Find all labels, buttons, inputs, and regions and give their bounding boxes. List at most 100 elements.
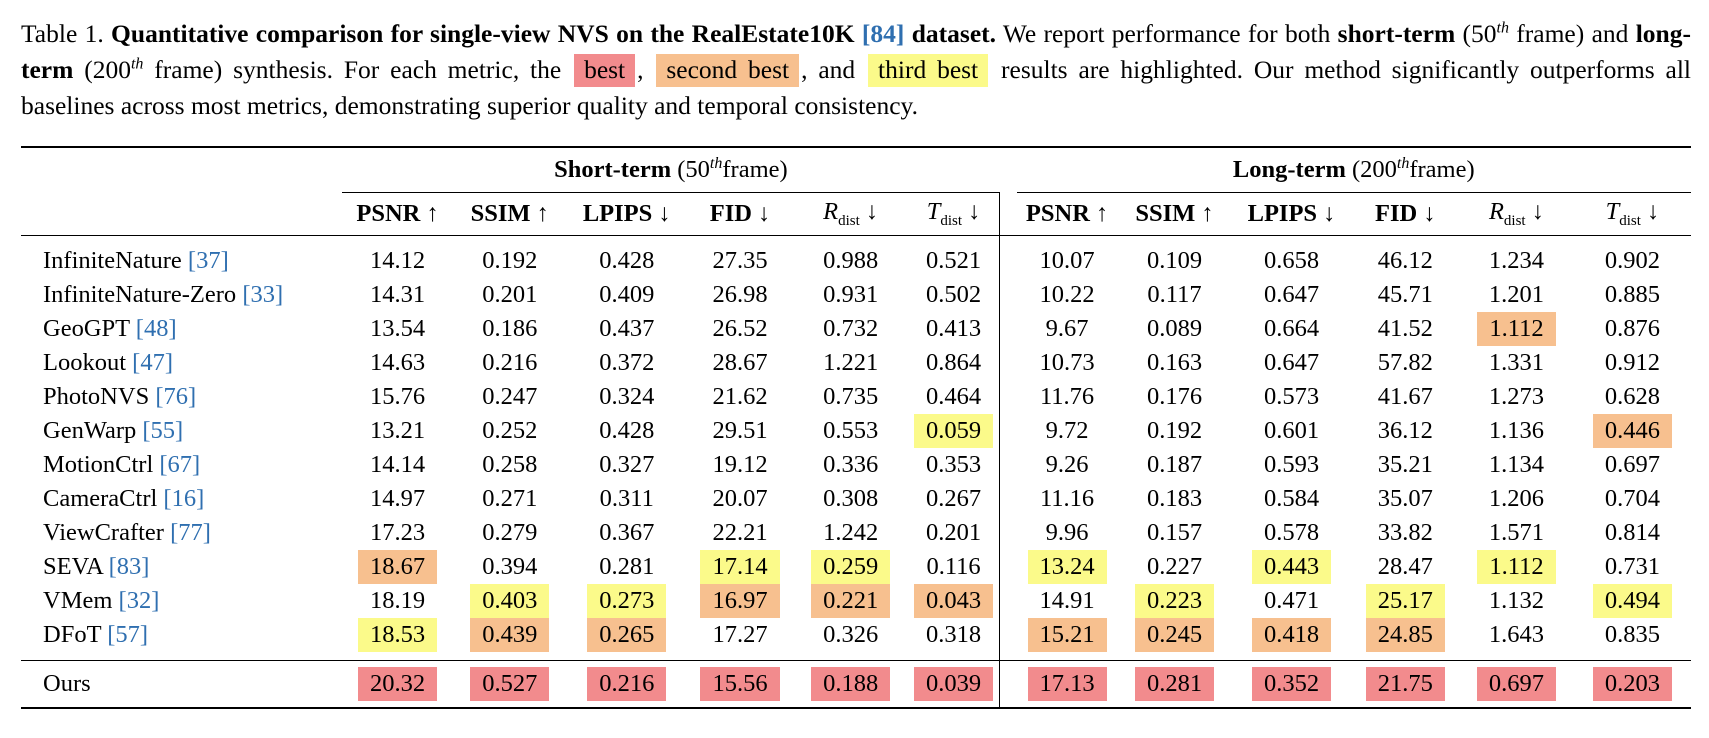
method-name: MotionCtrl [67] <box>43 451 201 478</box>
metric-cell: 0.931 <box>823 281 879 308</box>
citation-link[interactable]: [77] <box>170 519 211 546</box>
metric-cell: 0.308 <box>823 485 879 512</box>
metric-cell: 0.188 <box>793 660 909 709</box>
metric-cell: 16.97 <box>687 584 793 618</box>
group-long-term: Long-term (200thframe) <box>1016 148 1691 193</box>
metric-cell: 0.864 <box>908 346 1001 380</box>
metric-cell: 0.876 <box>1604 315 1661 342</box>
citation-link[interactable]: [37] <box>187 247 229 274</box>
metric-cell: 29.51 <box>712 417 768 444</box>
legend-best: best <box>574 54 636 87</box>
metric-cell: 1.643 <box>1488 621 1545 648</box>
metric-cell: 1.234 <box>1488 247 1545 274</box>
metric-cell: 0.814 <box>1604 519 1661 546</box>
metric-cell: 0.336 <box>823 451 879 478</box>
metric-cell: 9.26 <box>1045 451 1089 478</box>
metric-cell: 33.82 <box>1377 519 1433 546</box>
metric-cell: 0.116 <box>908 550 1001 584</box>
table-row: SEVA [83] 18.67 0.394 0.281 17.14 0.259 0.116 1… <box>21 550 1691 584</box>
metric-cell: 0.647 <box>1263 281 1320 308</box>
metric-cell: 1.273 <box>1488 383 1545 410</box>
citation-link[interactable]: [48] <box>135 315 177 342</box>
metric-cell: 0.437 <box>599 315 655 342</box>
caption-text-1: We report performance for both <box>1002 19 1331 48</box>
citation-link[interactable]: [57] <box>107 621 149 648</box>
metric-cell: 0.089 <box>1146 315 1203 342</box>
metric-cell: 0.258 <box>482 451 538 478</box>
caption-label: Table 1. <box>21 19 104 48</box>
metric-cell: 0.446 <box>1574 414 1691 448</box>
metric-cell: 0.176 <box>1146 383 1203 410</box>
method-name: ViewCrafter [77] <box>43 519 211 546</box>
citation-link[interactable]: [16] <box>163 485 205 512</box>
header-short-1: SSIM ↑ <box>452 192 567 236</box>
metric-cell: 0.697 <box>1459 660 1574 709</box>
method-name: GeoGPT [48] <box>43 315 177 342</box>
metric-cell: 17.14 <box>687 550 793 584</box>
metric-cell: 0.704 <box>1604 485 1661 512</box>
metric-cell: 0.912 <box>1604 349 1661 376</box>
metric-cell: 14.63 <box>369 349 426 376</box>
metric-cell: 1.242 <box>823 519 879 546</box>
metric-cell: 0.216 <box>482 349 538 376</box>
citation-link[interactable]: [67] <box>159 451 201 478</box>
metric-cell: 1.206 <box>1488 485 1545 512</box>
metric-cell: 0.203 <box>1573 660 1691 709</box>
metric-cell: 9.72 <box>1045 417 1089 444</box>
metric-cell: 0.265 <box>567 618 687 661</box>
group-short-term: Short-term (50thframe) <box>342 148 1000 193</box>
header-long-2: LPIPS ↓ <box>1231 192 1352 236</box>
metric-cell: 0.494 <box>1574 584 1691 618</box>
metric-cell: 9.96 <box>1045 519 1089 546</box>
metric-cell: 0.428 <box>599 417 655 444</box>
citation-link[interactable]: [33] <box>242 281 284 308</box>
metric-cell: 0.647 <box>1263 349 1320 376</box>
metric-cell: 0.043 <box>908 584 1001 618</box>
metric-cell: 22.21 <box>712 519 768 546</box>
metric-cell: 0.245 <box>1118 618 1232 661</box>
caption-ref-link[interactable]: [84] <box>861 19 905 48</box>
metric-cell: 35.21 <box>1377 451 1433 478</box>
metric-cell: 0.553 <box>823 417 879 444</box>
metric-cell: 1.136 <box>1488 417 1545 444</box>
column-header-row: PSNR ↑ SSIM ↑ LPIPS ↓ FID ↓ Rdist ↓ Tdist ↓ PS… <box>21 192 1691 236</box>
header-method <box>21 192 343 236</box>
metric-cell: 0.157 <box>1146 519 1203 546</box>
citation-link[interactable]: [32] <box>118 587 160 614</box>
method-name: CameraCtrl [16] <box>43 485 205 512</box>
metric-cell: 0.279 <box>482 519 538 546</box>
metric-cell: 1.134 <box>1488 451 1545 478</box>
header-long-3: FID ↓ <box>1351 192 1460 236</box>
caption-long-frame: (200 <box>84 55 131 84</box>
metric-cell: 10.73 <box>1039 349 1095 376</box>
caption-comma: , <box>637 55 644 84</box>
citation-link[interactable]: [76] <box>155 383 197 410</box>
metric-cell: 20.07 <box>712 485 768 512</box>
metric-cell: 0.216 <box>566 660 687 709</box>
table-row: InfiniteNature [37] 14.12 0.192 0.428 27.35 0… <box>21 235 1691 278</box>
legend-second-best: second best <box>656 54 800 87</box>
method-name: InfiniteNature-Zero [33] <box>43 281 284 308</box>
metric-cell: 0.352 <box>1231 660 1352 709</box>
metric-cell: 0.988 <box>823 247 879 274</box>
metric-cell: 11.16 <box>1039 485 1095 512</box>
metric-cell: 1.112 <box>1459 312 1574 346</box>
header-short-2: LPIPS ↓ <box>566 192 687 236</box>
table-row: ViewCrafter [77] 17.23 0.279 0.367 22.21 1.24… <box>21 516 1691 550</box>
metric-cell: 41.67 <box>1377 383 1433 410</box>
metric-cell: 0.318 <box>908 618 1001 661</box>
metric-cell: 0.428 <box>599 247 655 274</box>
metric-cell: 0.443 <box>1231 550 1351 584</box>
metric-cell: 0.223 <box>1118 584 1232 618</box>
table-row: CameraCtrl [16] 14.97 0.271 0.311 20.07 0.308… <box>21 482 1691 516</box>
table-row: GeoGPT [48] 13.54 0.186 0.437 26.52 0.732 0.41… <box>21 312 1691 346</box>
citation-link[interactable]: [55] <box>142 417 184 444</box>
metric-cell: 0.601 <box>1263 417 1320 444</box>
table-row: MotionCtrl [67] 14.14 0.258 0.327 19.12 0.336… <box>21 448 1691 482</box>
metric-cell: 1.132 <box>1488 587 1545 614</box>
table-row: InfiniteNature-Zero [33] 14.31 0.201 0.409 2… <box>21 278 1691 312</box>
metric-cell: 0.201 <box>908 516 1001 550</box>
metric-cell: 0.367 <box>599 519 655 546</box>
citation-link[interactable]: [83] <box>108 553 150 580</box>
citation-link[interactable]: [47] <box>132 349 173 376</box>
